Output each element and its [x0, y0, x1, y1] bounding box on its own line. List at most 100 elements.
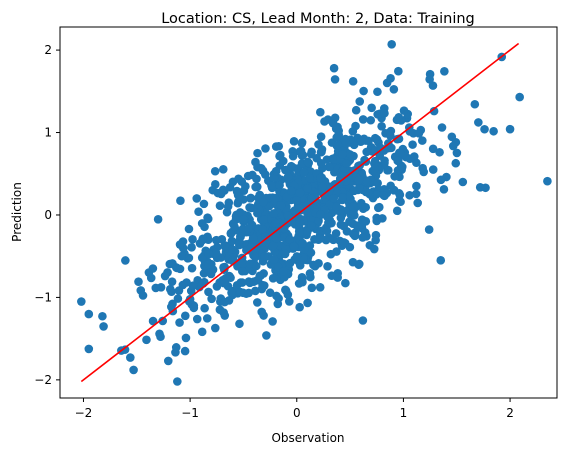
scatter-point — [328, 118, 338, 128]
scatter-point — [378, 214, 387, 223]
scatter-point — [436, 175, 446, 185]
scatter-point — [261, 144, 270, 153]
scatter-point — [259, 197, 268, 207]
scatter-point — [225, 182, 235, 192]
scatter-point — [184, 224, 194, 234]
scatter-point — [405, 154, 415, 163]
scatter-point — [332, 202, 342, 212]
scatter-point — [345, 150, 355, 159]
scatter-point — [295, 302, 304, 312]
fit-line — [80, 42, 520, 383]
scatter-point — [259, 215, 269, 224]
scatter-point — [405, 190, 414, 200]
scatter-point — [323, 212, 333, 221]
scatter-point — [210, 166, 220, 176]
scatter-point — [202, 314, 212, 323]
scatter-point — [165, 284, 175, 294]
scatter-point — [408, 140, 417, 149]
scatter-point — [360, 155, 369, 165]
scatter-point — [227, 236, 237, 246]
scatter-point — [515, 92, 524, 102]
scatter-point — [394, 113, 404, 122]
scatter-point — [358, 115, 368, 124]
x-tick-label: 1 — [400, 406, 408, 420]
scatter-point — [126, 353, 135, 362]
scatter-point — [390, 172, 399, 181]
scatter-point — [197, 253, 207, 263]
scatter-point — [307, 221, 316, 231]
scatter-point — [212, 235, 221, 245]
scatter-point — [481, 183, 490, 193]
x-tick-label: −2 — [75, 406, 93, 420]
scatter-point — [178, 280, 188, 290]
scatter-point — [314, 140, 323, 149]
scatter-point — [386, 74, 395, 83]
scatter-point — [153, 214, 163, 224]
scatter-point — [418, 136, 427, 145]
scatter-point — [268, 317, 277, 326]
scatter-point — [341, 159, 351, 168]
scatter-point — [414, 129, 424, 138]
scatter-point — [228, 256, 237, 265]
scatter-point — [219, 263, 228, 272]
scatter-point — [221, 273, 231, 283]
scatter-point — [200, 303, 209, 313]
scatter-point — [251, 157, 260, 167]
scatter-point — [303, 298, 312, 308]
scatter-point — [171, 343, 181, 352]
scatter-point — [505, 124, 515, 134]
fit-line-group — [80, 42, 520, 383]
scatter-point — [167, 302, 176, 312]
scatter-point — [185, 294, 195, 304]
scatter-point — [289, 242, 299, 251]
scatter-point — [316, 147, 326, 157]
scatter-point — [314, 216, 323, 226]
x-tick-label: 2 — [506, 406, 514, 420]
scatter-point — [204, 260, 213, 269]
scatter-point — [280, 249, 290, 259]
scatter-point — [219, 308, 228, 317]
scatter-point — [258, 280, 267, 290]
chart-title: Location: CS, Lead Month: 2, Data: Train… — [161, 11, 475, 27]
scatter-point — [425, 75, 434, 84]
scatter-point — [337, 150, 347, 159]
scatter-point — [303, 184, 312, 193]
scatter-point — [215, 201, 225, 210]
scatter-point — [148, 316, 158, 326]
scatter-point — [234, 174, 243, 184]
scatter-point — [283, 172, 293, 182]
scatter-point — [237, 266, 247, 276]
scatter-point — [173, 377, 182, 386]
scatter-point — [448, 141, 458, 151]
scatter-point — [396, 148, 405, 158]
scatter-point — [428, 165, 438, 174]
scatter-point — [437, 123, 447, 132]
scatter-point — [283, 211, 293, 220]
scatter-point — [339, 238, 349, 247]
scatter-point — [255, 271, 265, 281]
scatter-point — [344, 192, 354, 201]
scatter-point — [379, 190, 388, 200]
scatter-point — [412, 181, 421, 191]
scatter-point — [199, 199, 209, 209]
scatter-point — [289, 137, 299, 146]
scatter-point — [235, 192, 244, 202]
scatter-point — [389, 84, 399, 94]
scatter-point — [180, 346, 190, 356]
scatter-point — [361, 216, 371, 226]
scatter-point — [236, 287, 245, 297]
scatter-point — [397, 162, 407, 172]
scatter-point — [331, 229, 341, 238]
scatter-point — [198, 234, 208, 244]
scatter-point — [283, 290, 293, 299]
y-axis-label: Prediction — [10, 182, 24, 242]
scatter-point — [188, 281, 198, 290]
scatter-point — [351, 105, 361, 115]
scatter-point — [276, 201, 286, 210]
scatter-point — [99, 322, 108, 331]
scatter-point — [387, 40, 396, 49]
scatter-point — [435, 147, 444, 157]
scatter-point — [297, 138, 307, 147]
scatter-point — [176, 196, 185, 206]
y-axis-ticks: −2 −1 0 1 2 — [34, 43, 60, 387]
